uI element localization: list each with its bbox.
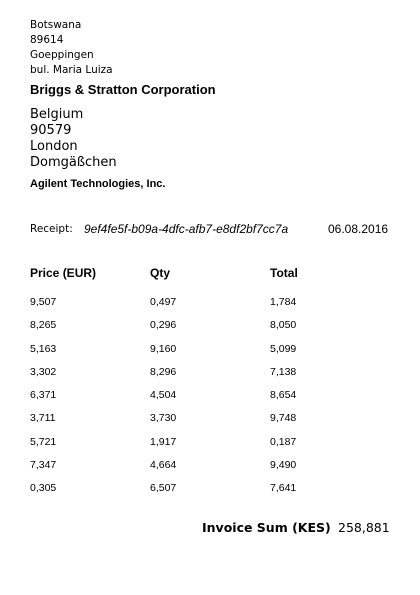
price-cell: 8,265 xyxy=(30,319,57,332)
total-cell: 0,187 xyxy=(270,435,297,448)
column-header-price: Price (EUR) xyxy=(30,266,97,280)
company-primary: Briggs & Stratton Corporation xyxy=(30,82,216,97)
table-row: 6,371 4,504 8,654 xyxy=(0,389,420,412)
total-cell: 9,748 xyxy=(270,412,297,425)
table-row: 5,163 9,160 5,099 xyxy=(0,343,420,366)
total-cell: 1,784 xyxy=(270,296,297,308)
company-secondary: Agilent Technologies, Inc. xyxy=(30,178,166,190)
sender-country: Botswana xyxy=(30,19,82,31)
qty-cell: 0,296 xyxy=(150,319,177,332)
qty-cell: 3,730 xyxy=(150,412,177,425)
qty-cell: 1,917 xyxy=(150,435,177,448)
table-row: 7,347 4,664 9,490 xyxy=(0,459,420,482)
table-row: 3,711 3,730 9,748 xyxy=(0,412,420,435)
total-cell: 5,099 xyxy=(270,342,297,355)
qty-cell: 0,497 xyxy=(150,296,177,308)
sender-street: bul. Maria Luiza xyxy=(30,64,113,76)
table-row: 0,305 6,507 7,641 xyxy=(0,482,420,505)
invoice-sum-value: 258,881 xyxy=(338,520,390,535)
table-row: 8,265 0,296 8,050 xyxy=(0,319,420,342)
receipt-id: 9ef4fe5f-b09a-4dfc-afb7-e8df2bf7cc7a xyxy=(84,222,289,236)
sender-postcode: 89614 xyxy=(30,34,64,46)
recipient-country: Belgium xyxy=(30,107,84,122)
recipient-address: Belgium 90579 London Domgäßchen xyxy=(30,107,117,171)
qty-cell: 9,160 xyxy=(150,342,177,355)
price-cell: 5,721 xyxy=(30,435,57,448)
price-cell: 3,302 xyxy=(30,365,57,378)
receipt-label: Receipt: xyxy=(30,223,73,235)
column-header-total: Total xyxy=(270,266,298,280)
sender-address: Botswana 89614 Goeppingen bul. Maria Lui… xyxy=(30,18,113,78)
table-row: 3,302 8,296 7,138 xyxy=(0,366,420,389)
qty-cell: 6,507 xyxy=(150,482,177,495)
recipient-postcode: 90579 xyxy=(30,123,72,138)
table-row: 5,721 1,917 0,187 xyxy=(0,436,420,459)
price-cell: 9,507 xyxy=(30,296,57,308)
price-cell: 6,371 xyxy=(30,389,57,402)
total-cell: 8,654 xyxy=(270,389,297,402)
sender-city: Goeppingen xyxy=(30,49,94,61)
total-cell: 7,138 xyxy=(270,365,297,378)
qty-cell: 8,296 xyxy=(150,365,177,378)
qty-cell: 4,664 xyxy=(150,459,177,472)
receipt-date: 06.08.2016 xyxy=(328,222,389,236)
price-cell: 5,163 xyxy=(30,342,57,355)
total-cell: 8,050 xyxy=(270,319,297,332)
recipient-city: London xyxy=(30,139,78,154)
price-cell: 7,347 xyxy=(30,459,57,472)
total-cell: 7,641 xyxy=(270,482,297,495)
invoice-sum-label: Invoice Sum (KES) xyxy=(202,520,331,535)
table-row: 9,507 0,497 1,784 xyxy=(0,296,420,319)
qty-cell: 4,504 xyxy=(150,389,177,402)
column-header-qty: Qty xyxy=(150,266,171,280)
recipient-street: Domgäßchen xyxy=(30,155,117,170)
total-cell: 9,490 xyxy=(270,459,297,472)
price-cell: 3,711 xyxy=(30,412,56,425)
line-items-table: 9,507 0,497 1,784 8,265 0,296 8,050 5,16… xyxy=(0,296,420,506)
price-cell: 0,305 xyxy=(30,482,57,495)
